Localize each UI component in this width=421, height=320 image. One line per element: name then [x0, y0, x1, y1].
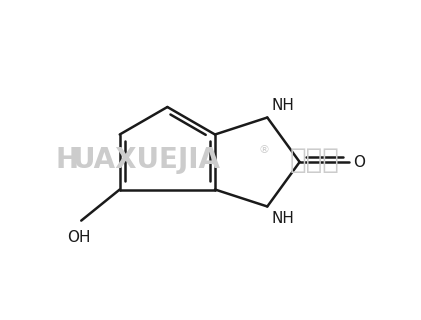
Text: OH: OH — [67, 230, 91, 244]
Text: H: H — [55, 146, 78, 174]
Text: UAXUEJIA: UAXUEJIA — [72, 146, 220, 174]
Text: NH: NH — [271, 212, 294, 227]
Text: O: O — [353, 155, 365, 170]
Text: NH: NH — [271, 98, 294, 113]
Text: ®: ® — [258, 145, 269, 155]
Text: 化学加: 化学加 — [290, 146, 340, 174]
